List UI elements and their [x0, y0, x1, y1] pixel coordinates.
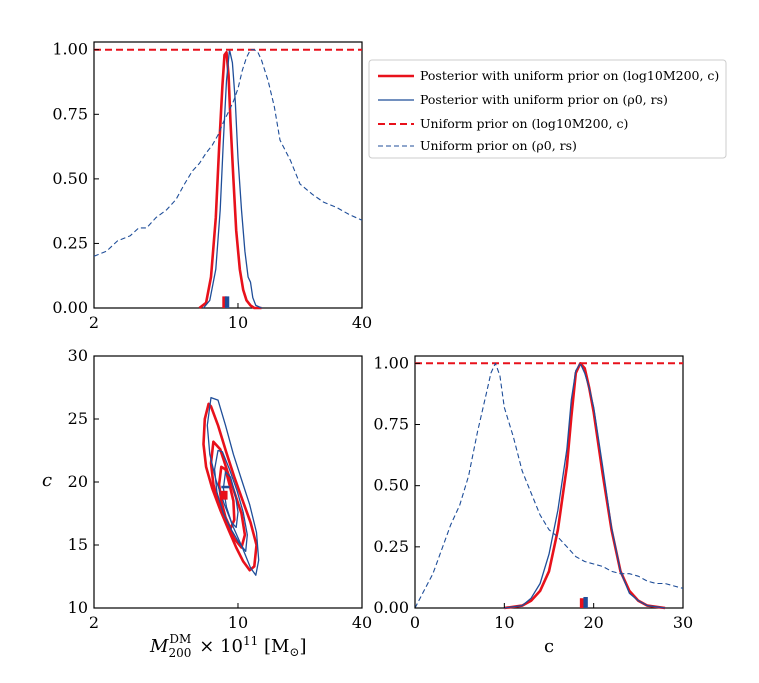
y-tick-label: 1.00 — [52, 40, 88, 59]
concentration-marginal-panel: 0 10 20 30 0.00 0.25 0.50 0.75 1.00 c — [373, 353, 693, 657]
series-line — [504, 362, 666, 609]
y-tick-label: 0.00 — [52, 298, 88, 317]
y-tick-label: 25 — [68, 409, 88, 428]
legend: Posterior with uniform prior on (log10M2… — [368, 59, 727, 159]
y-tick-label: 0.75 — [52, 104, 88, 123]
y-tick-label: 1.00 — [373, 353, 409, 372]
contour-line — [206, 396, 260, 576]
contour-line — [202, 402, 258, 572]
x-tick-label: 0 — [410, 613, 420, 632]
legend-entry: Uniform prior on (log10M200, c) — [378, 116, 628, 131]
x-tick-label: 20 — [583, 613, 603, 632]
y-tick-label: 15 — [68, 535, 88, 554]
median-marker — [221, 485, 230, 489]
concentration-marginal-frame — [414, 355, 684, 609]
series-line — [198, 50, 262, 310]
legend-entry: Posterior with uniform prior on (ρ0, rs) — [378, 92, 668, 107]
contour-line — [213, 449, 248, 552]
y-tick-label: 0.25 — [373, 537, 409, 556]
x-tick-label: 40 — [352, 613, 372, 632]
legend-label: Uniform prior on (log10M200, c) — [420, 116, 628, 131]
x-tick-label: 10 — [494, 613, 514, 632]
median-marker — [579, 598, 585, 608]
y-tick-label: 20 — [68, 472, 88, 491]
median-marker — [220, 490, 228, 500]
y-tick-label: 10 — [68, 598, 88, 617]
x-tick-label: 10 — [228, 613, 248, 632]
x-tick-label: 30 — [673, 613, 693, 632]
y-tick-label: 0.75 — [373, 415, 409, 434]
median-marker — [224, 296, 230, 308]
y-tick-label: 0.50 — [52, 169, 88, 188]
mass-marginal-panel: 2 10 40 0.00 0.25 0.50 0.75 1.00 — [52, 40, 372, 332]
legend-entry: Posterior with uniform prior on (log10M2… — [378, 68, 719, 83]
series-line — [202, 49, 262, 309]
x-axis-label-c: c — [544, 636, 554, 657]
legend-entry: Uniform prior on (ρ0, rs) — [378, 138, 577, 153]
x-tick-label: 10 — [228, 313, 248, 332]
svg-text:M200DM× 1011 [M⊙]: M200DM × 1011 [M⊙] — [149, 632, 307, 660]
legend-label: Posterior with uniform prior on (ρ0, rs) — [420, 92, 668, 107]
x-axis-label: M200DM × 1011 [M⊙] — [149, 632, 307, 660]
median-marker — [583, 596, 588, 608]
x-tick-label: 2 — [89, 313, 99, 332]
y-tick-label: 30 — [68, 346, 88, 365]
median-marker — [222, 296, 227, 308]
legend-label: Posterior with uniform prior on (log10M2… — [420, 68, 719, 83]
y-tick-label: 0.50 — [373, 476, 409, 495]
y-tick-label: 0.25 — [52, 233, 88, 252]
legend-frame — [368, 59, 727, 159]
legend-label: Uniform prior on (ρ0, rs) — [420, 138, 577, 153]
y-tick-label: 0.00 — [373, 598, 409, 617]
y-axis-label: c — [42, 470, 52, 491]
contour-line — [209, 440, 247, 549]
x-tick-label: 40 — [352, 313, 372, 332]
series-line — [93, 49, 363, 257]
x-tick-label: 2 — [89, 613, 99, 632]
